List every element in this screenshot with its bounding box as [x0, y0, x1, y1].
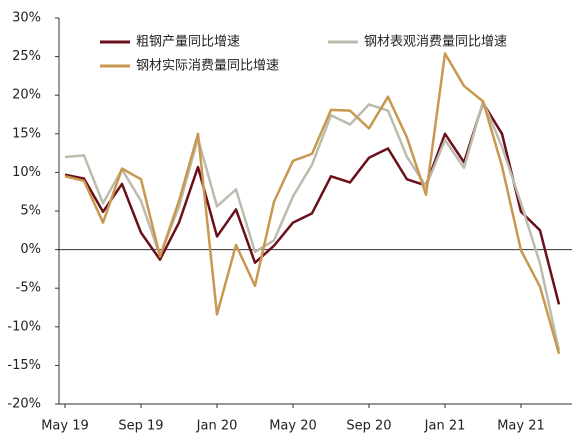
- series-line: [64, 52, 561, 355]
- y-tick-label: -20%: [7, 397, 41, 412]
- x-tick-label: May 20: [269, 419, 317, 434]
- y-tick-label: 0%: [20, 242, 41, 257]
- y-tick-label: 5%: [20, 204, 41, 219]
- x-tick-label: May 19: [41, 419, 89, 434]
- legend-label: 钢材实际消费量同比增速: [136, 59, 279, 74]
- legend-label: 粗钢产量同比增速: [136, 35, 240, 50]
- legend-label: 钢材表观消费量同比增速: [364, 35, 507, 50]
- series-line: [64, 100, 561, 351]
- x-tick-label: May 21: [497, 419, 545, 434]
- y-tick-label: -5%: [16, 281, 41, 296]
- y-tick-label: 30%: [12, 11, 41, 26]
- series-line: [64, 101, 561, 305]
- x-tick-label: Sep 20: [346, 419, 391, 434]
- y-tick-label: 20%: [12, 88, 41, 103]
- y-tick-label: -10%: [7, 319, 41, 334]
- y-tick-label: 10%: [12, 165, 41, 180]
- x-tick-label: Jan 20: [196, 419, 238, 434]
- y-tick-label: 15%: [12, 126, 41, 141]
- y-tick-label: 25%: [12, 49, 41, 64]
- x-tick-label: Jan 21: [424, 419, 466, 434]
- x-tick-label: Sep 19: [118, 419, 163, 434]
- y-tick-label: -15%: [7, 358, 41, 373]
